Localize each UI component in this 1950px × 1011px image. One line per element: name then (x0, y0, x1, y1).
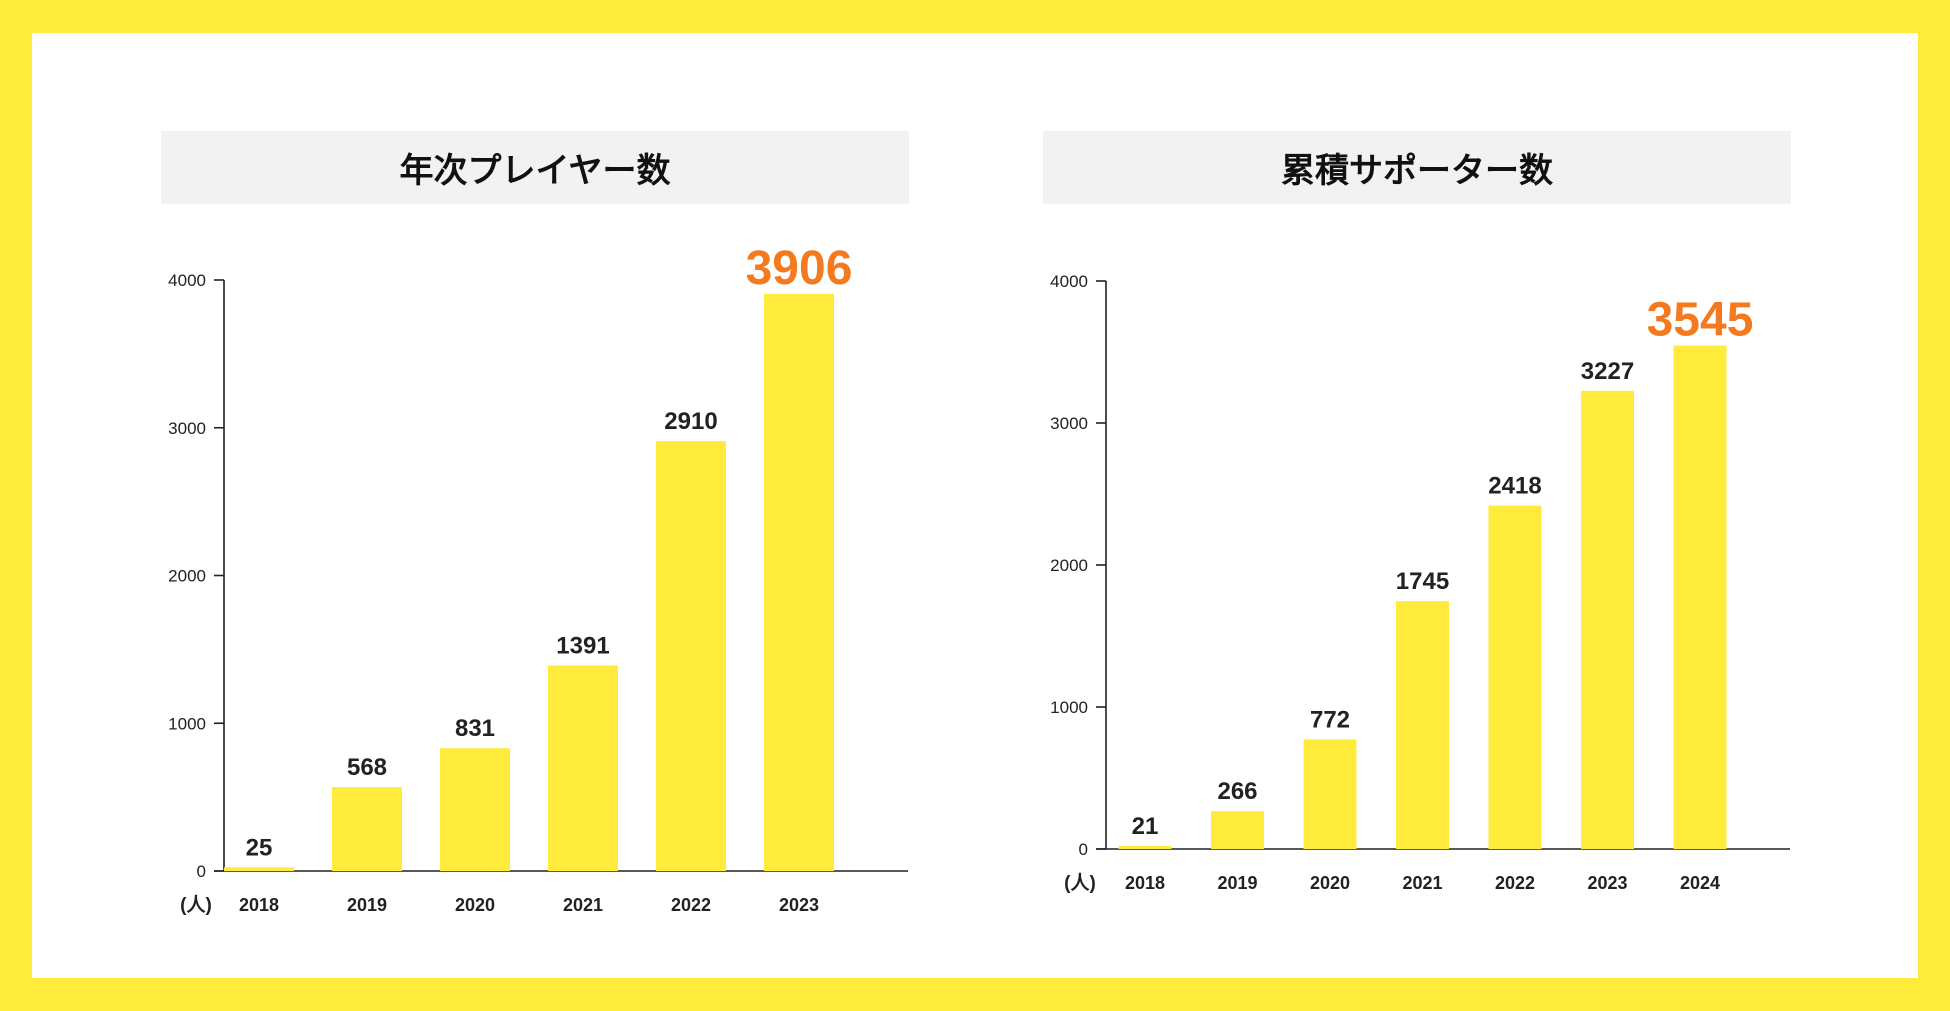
bar-2023 (1581, 390, 1634, 849)
unit-label: (人) (1064, 872, 1096, 894)
bar-2022 (1488, 505, 1542, 849)
bar-2021 (1396, 601, 1449, 849)
bar-2024 (1673, 345, 1727, 849)
bar-2022 (656, 441, 726, 871)
data-label: 3227 (1581, 358, 1634, 385)
x-tick-label: 2018 (1125, 873, 1165, 893)
data-label: 772 (1310, 706, 1350, 733)
highlight-data-label: 3545 (1647, 294, 1754, 347)
y-tick-label: 3000 (1050, 414, 1088, 433)
bar-2020 (1303, 739, 1357, 849)
unit-label: (人) (180, 894, 212, 916)
y-tick-label: 1000 (168, 714, 206, 733)
y-tick-label: 0 (197, 862, 206, 881)
x-tick-label: 2023 (1587, 873, 1627, 893)
bar-2018 (1118, 846, 1172, 849)
y-tick-label: 1000 (1050, 698, 1088, 717)
data-label: 21 (1132, 813, 1159, 840)
chart-title-cumulative-supporters: 累積サポーター数 (1043, 131, 1791, 204)
x-tick-label: 2019 (1217, 873, 1257, 893)
x-tick-label: 2024 (1680, 873, 1720, 893)
chart-title-annual-players: 年次プレイヤー数 (161, 131, 909, 204)
bar-2018 (224, 867, 294, 871)
y-tick-label: 0 (1079, 840, 1088, 859)
data-label: 2910 (664, 408, 717, 435)
data-label: 1745 (1396, 568, 1449, 595)
bar-2020 (440, 748, 510, 871)
bar-2019 (1211, 811, 1264, 849)
x-tick-label: 2019 (347, 895, 387, 915)
highlight-data-label: 3906 (746, 242, 853, 295)
bar-2021 (548, 665, 618, 871)
y-tick-label: 4000 (168, 271, 206, 290)
data-label: 266 (1217, 778, 1257, 805)
x-tick-label: 2023 (779, 895, 819, 915)
data-label: 1391 (556, 632, 609, 659)
y-tick-label: 2000 (1050, 556, 1088, 575)
data-label: 568 (347, 754, 387, 781)
data-label: 2418 (1488, 473, 1541, 500)
x-tick-label: 2021 (1402, 873, 1442, 893)
x-tick-label: 2022 (671, 895, 711, 915)
x-tick-label: 2020 (455, 895, 495, 915)
x-tick-label: 2021 (563, 895, 603, 915)
y-tick-label: 2000 (168, 567, 206, 586)
bar-2023 (764, 293, 834, 871)
x-tick-label: 2022 (1495, 873, 1535, 893)
bar-2019 (332, 787, 402, 871)
data-label: 25 (246, 834, 273, 861)
y-tick-label: 3000 (168, 419, 206, 438)
x-tick-label: 2020 (1310, 873, 1350, 893)
data-label: 831 (455, 715, 495, 742)
x-tick-label: 2018 (239, 895, 279, 915)
y-tick-label: 4000 (1050, 272, 1088, 291)
